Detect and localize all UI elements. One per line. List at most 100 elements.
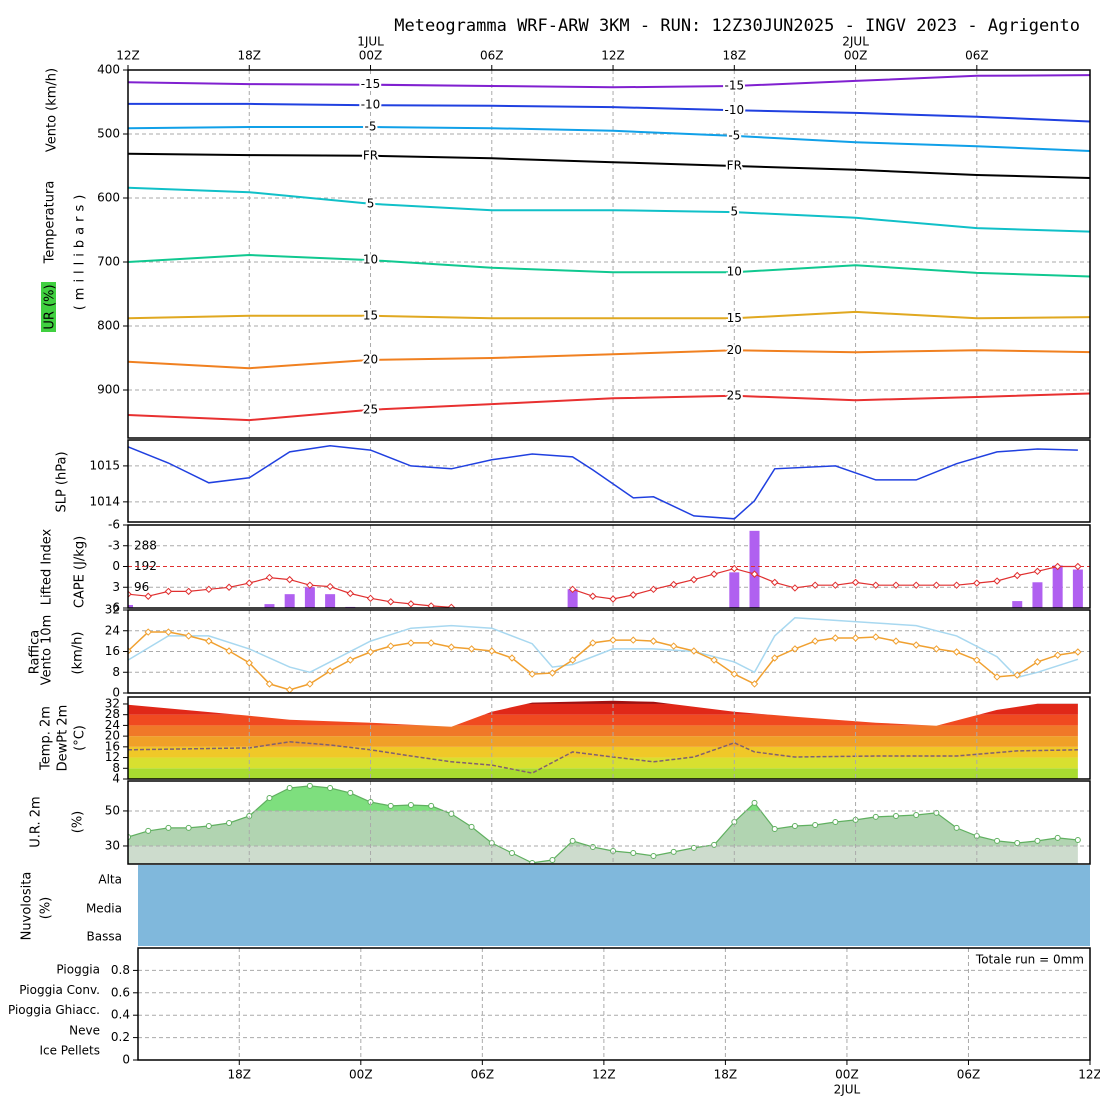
wind-marker — [447, 643, 456, 651]
humidity-marker — [407, 801, 414, 808]
temperature-band — [128, 703, 1078, 715]
wind-marker — [427, 639, 435, 647]
y-tick-label: 0 — [112, 686, 120, 700]
wind-marker — [346, 656, 355, 664]
wind-marker — [306, 680, 314, 688]
lifted-index-marker — [285, 575, 294, 584]
humidity-marker — [711, 841, 718, 848]
humidity-marker — [832, 818, 839, 825]
temperature-band — [128, 700, 1078, 704]
wind-marker — [791, 645, 799, 653]
label-highlight — [41, 282, 56, 332]
y-tick-label: 0.8 — [111, 963, 130, 977]
y-tick-label: -3 — [108, 538, 120, 552]
x-tick-label: 06Z — [965, 49, 989, 63]
cape-bar — [729, 572, 740, 608]
x-tick-label: 18Z — [714, 1068, 738, 1082]
lifted-index-marker — [649, 585, 658, 594]
lifted-index-marker — [669, 580, 678, 589]
lifted-index-marker — [447, 603, 456, 608]
y-tick-label: -6 — [108, 518, 120, 532]
humidity-marker — [690, 844, 697, 851]
humidity-marker — [589, 844, 596, 851]
lifted-index-marker — [609, 595, 617, 603]
lifted-index-marker — [366, 594, 375, 603]
cape-bar — [128, 604, 133, 608]
humidity-marker — [529, 859, 536, 864]
lifted-index-marker — [791, 584, 799, 592]
humidity-marker — [226, 820, 233, 827]
y-tick-label: 6 — [112, 601, 120, 615]
lifted-index-marker — [184, 587, 193, 596]
y-tick-label: 16 — [105, 644, 120, 658]
y-tick-label: 8 — [112, 761, 120, 775]
humidity-marker — [1074, 837, 1081, 844]
lifted-index-marker — [427, 602, 435, 608]
humidity-marker — [1054, 834, 1061, 841]
legend-label: Pioggia Ghiacc. — [8, 1003, 100, 1017]
x-tick-label: 12Z — [601, 49, 625, 63]
axis-title: Raffica — [28, 630, 43, 674]
contour-label: 10 — [727, 265, 742, 279]
lifted-index-marker — [952, 581, 961, 589]
wind-marker — [1074, 648, 1082, 656]
axis-title: Vento (km/h) — [45, 68, 60, 152]
lifted-index-marker — [144, 592, 152, 600]
cape-bar — [1032, 582, 1043, 608]
temperature-contour — [128, 349, 1090, 370]
lifted-index-marker — [851, 578, 860, 587]
wind-marker — [488, 647, 496, 655]
humidity-marker — [306, 782, 313, 789]
contour-label: 25 — [363, 402, 378, 416]
temperature-band — [128, 768, 1078, 779]
contour-label: 25 — [727, 388, 742, 402]
wind-marker — [245, 659, 253, 667]
cape-bar — [304, 587, 315, 608]
axis-title: SLP (hPa) — [55, 451, 70, 512]
humidity-marker — [428, 802, 435, 809]
humidity-marker — [630, 849, 637, 856]
axis-title: Nuvolosita — [20, 872, 35, 941]
temperature-band — [128, 736, 1078, 747]
area-fill — [128, 785, 1078, 864]
contour-label: -5 — [365, 119, 377, 133]
y-tick-label: 32 — [105, 603, 120, 617]
y-tick-label: 0 — [112, 559, 120, 573]
x-tick-label: 18Z — [238, 49, 262, 63]
cape-bar — [264, 604, 275, 608]
temperature-contour — [128, 392, 1090, 422]
temperature-band — [128, 757, 1078, 769]
area-fill — [128, 700, 1078, 779]
plot-area — [128, 530, 1090, 608]
y-tick-label: 0.4 — [111, 1008, 130, 1022]
axis-title: (millibars) — [73, 190, 88, 311]
humidity-marker — [994, 837, 1001, 844]
temperature-contour — [128, 310, 1090, 320]
humidity-marker — [347, 789, 354, 796]
y-tick-label: 50 — [105, 803, 120, 817]
temperature-contour — [128, 152, 1090, 179]
contour-label: -10 — [361, 98, 381, 112]
y-tick-label: 20 — [105, 729, 120, 743]
lifted-index-marker — [993, 577, 1001, 585]
axis-title: Temp. 2m — [39, 706, 54, 771]
humidity-marker — [1034, 837, 1041, 844]
wind-marker — [952, 648, 961, 656]
x-tick-label: 12Z — [1078, 1068, 1100, 1082]
y-tick-label: 16 — [105, 739, 120, 753]
axis-title: Temperatura — [43, 181, 58, 265]
y-tick-label: 500 — [97, 127, 120, 141]
lifted-index-marker — [892, 581, 900, 589]
y-tick-label: 8 — [112, 665, 120, 679]
temperature-band — [128, 746, 1078, 758]
cloud-level-label: Bassa — [87, 930, 122, 944]
cape-bar — [1012, 601, 1023, 608]
contour-label: FR — [363, 148, 378, 162]
lifted-index-marker — [831, 581, 840, 589]
wind-marker — [366, 648, 375, 656]
wind-marker — [164, 628, 173, 636]
wind-marker — [225, 647, 233, 655]
cape-bar — [1072, 569, 1083, 608]
lifted-index-marker — [771, 578, 779, 587]
